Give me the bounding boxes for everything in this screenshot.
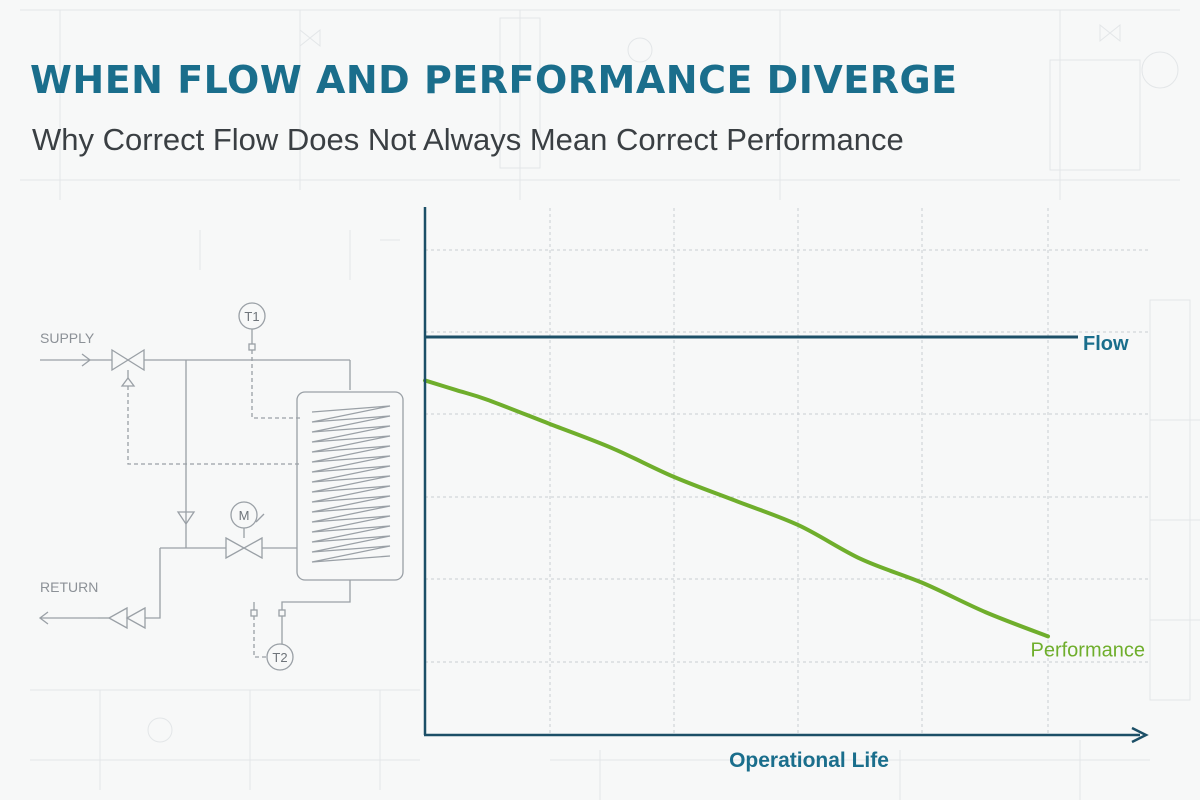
flow-series-label: Flow (1083, 333, 1129, 355)
chart-series (423, 335, 1078, 639)
heat-exchanger-coil-icon (311, 405, 391, 563)
chart-grid (425, 208, 1150, 733)
check-valve-icon (176, 511, 196, 526)
return-arrow-icon (38, 611, 98, 625)
x-axis-label: Operational Life (729, 749, 889, 772)
sensor-t2-label: T2 (272, 650, 287, 665)
return-label: RETURN (40, 579, 98, 595)
heat-exchanger-schematic: SUPPLY RETURN T1 M T2 (38, 302, 404, 671)
sensor-t1-label: T1 (244, 309, 259, 324)
return-valve-icon (107, 606, 146, 630)
performance-series-label: Performance (1031, 639, 1146, 661)
motor-label: M (239, 508, 250, 523)
motorized-valve-icon (225, 536, 263, 560)
page-title: WHEN FLOW AND PERFORMANCE DIVERGE (30, 58, 958, 102)
performance-series-line (423, 378, 1050, 639)
page-subtitle: Why Correct Flow Does Not Always Mean Co… (32, 122, 904, 157)
chart-axes (423, 207, 1149, 744)
sensor-t2-icon (266, 643, 294, 671)
motor-icon (230, 501, 258, 529)
chart-labels: Flow Performance (1031, 333, 1146, 661)
supply-label: SUPPLY (40, 330, 95, 346)
x-axis-arrow-icon (1131, 726, 1149, 744)
